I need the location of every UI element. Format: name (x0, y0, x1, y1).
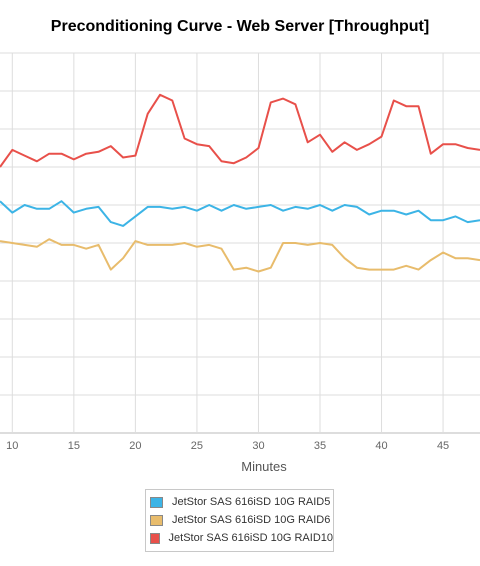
chart-title: Preconditioning Curve - Web Server [Thro… (50, 18, 430, 35)
legend-swatch (150, 496, 163, 508)
x-tick-labels: 10 15 20 25 30 35 40 45 (6, 440, 449, 452)
series-line-1 (0, 238, 480, 273)
series-line-0 (0, 200, 480, 227)
x-tick-label: 40 (375, 440, 387, 452)
legend-label: JetStor SAS 616iSD 10G RAID10 (168, 532, 333, 544)
legend-swatch (150, 532, 160, 544)
legend-item: JetStor SAS 616iSD 10G RAID6 (146, 511, 333, 529)
x-tick-label: 20 (129, 440, 141, 452)
legend: JetStor SAS 616iSD 10G RAID5 JetStor SAS … (145, 489, 334, 552)
legend-label: JetStor SAS 616iSD 10G RAID6 (172, 514, 331, 526)
x-tick-label: 25 (191, 440, 203, 452)
legend-item: JetStor SAS 616iSD 10G RAID10 (146, 529, 333, 547)
series-line-2 (0, 93, 480, 168)
x-tick-label: 15 (68, 440, 80, 452)
x-axis-label: Minutes (241, 459, 287, 474)
x-tick-label: 35 (314, 440, 326, 452)
legend-item: JetStor SAS 616iSD 10G RAID5 (146, 493, 333, 511)
legend-label: JetStor SAS 616iSD 10G RAID5 (172, 496, 331, 508)
legend-swatch (150, 514, 163, 526)
series-lines (0, 93, 480, 273)
grid-lines (0, 52, 480, 434)
x-tick-label: 10 (6, 440, 18, 452)
x-tick-label: 45 (437, 440, 449, 452)
x-tick-label: 30 (252, 440, 264, 452)
